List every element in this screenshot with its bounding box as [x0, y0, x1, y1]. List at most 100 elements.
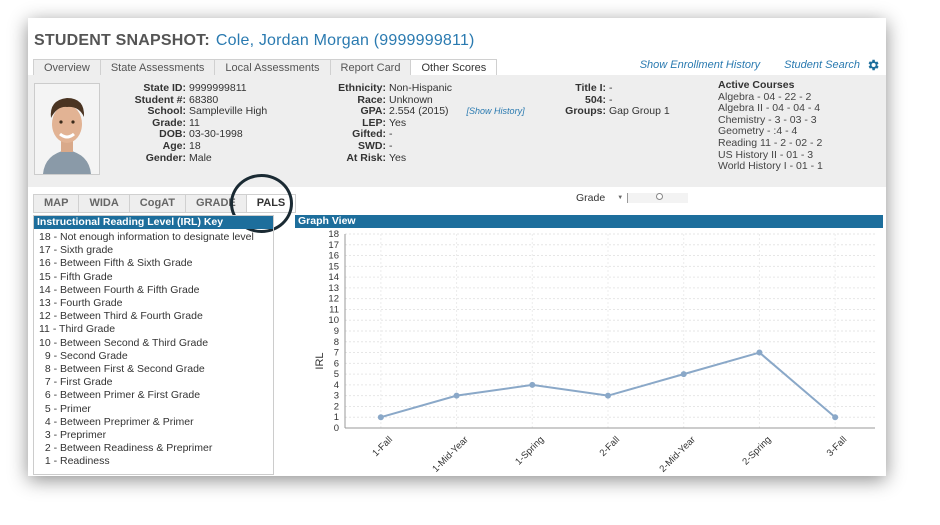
demo-label: Ethnicity: [338, 82, 386, 94]
detail-row: Age: 18 [108, 139, 267, 153]
y-tick-label: 17 [328, 240, 339, 251]
subtab-map[interactable]: MAP [33, 194, 80, 213]
demo-value: Yes [389, 116, 407, 129]
demo-row: SWD: - [328, 140, 525, 153]
demo-value: Non-Hispanic [389, 82, 453, 94]
y-tick-label: 3 [334, 391, 339, 402]
program-value: - [609, 93, 613, 106]
student-details: State ID: 9999999811 Student #: 68380 Scho… [108, 82, 268, 165]
course-item: Chemistry - 3 - 03 - 3 [718, 113, 817, 126]
x-tick-label: 2-Fall [598, 434, 623, 459]
slider-handle[interactable] [656, 193, 664, 200]
irl-key-item: 9 - Second Grade [39, 349, 128, 362]
active-courses-heading: Active Courses [718, 79, 795, 91]
page-title-label: STUDENT SNAPSHOT: [34, 32, 210, 49]
irl-key-item: 18 - Not enough information to designate… [39, 231, 254, 243]
detail-row: DOB: 03-30-1998 [108, 129, 267, 141]
course-item: Algebra II - 04 - 04 - 4 [718, 102, 821, 115]
demo-row: LEP: Yes [328, 116, 525, 130]
irl-key-panel: Instructional Reading Level (IRL) Key 18… [33, 215, 274, 475]
program-label: Groups: [565, 105, 606, 118]
show-enrollment-history-link[interactable]: Show Enrollment History [639, 59, 761, 71]
subtab-wida[interactable]: WIDA [78, 194, 130, 213]
irl-key-item: 12 - Between Third & Fourth Grade [39, 310, 203, 323]
irl-key-item: 13 - Fourth Grade [39, 297, 123, 310]
y-tick-label: 8 [334, 337, 339, 348]
top-links: Show Enrollment History Student Search [616, 58, 880, 72]
program-value: - [609, 82, 613, 94]
irl-key-item: 6 - Between Primer & First Grade [39, 389, 201, 402]
demographics: Ethnicity: Non-Hispanic Race: Unknown GPA:… [328, 82, 525, 165]
tab-report-card[interactable]: Report Card [329, 59, 412, 77]
show-history-link[interactable]: [Show History] [466, 106, 525, 117]
irl-key-item: 3 - Preprimer [39, 429, 107, 442]
x-tick-label: 2-Mid-Year [657, 434, 697, 474]
y-tick-label: 12 [328, 294, 339, 305]
irl-data-point [605, 392, 611, 399]
irl-key-item: 5 - Primer [39, 402, 91, 415]
gear-icon[interactable] [866, 58, 880, 72]
detail-row: Gender: Male [108, 151, 267, 165]
grade-filter[interactable]: Grade ▼ [576, 192, 689, 204]
irl-data-point [529, 381, 536, 388]
y-tick-label: 13 [328, 283, 339, 294]
irl-key-item: 14 - Between Fourth & Fifth Grade [39, 283, 200, 296]
program-label: Title I: [575, 82, 606, 94]
demo-label: GPA: [360, 105, 386, 118]
y-tick-label: 11 [329, 304, 339, 315]
y-tick-label: 4 [334, 380, 339, 391]
irl-key-item: 16 - Between Fifth & Sixth Grade [39, 257, 193, 270]
irl-key-item: 17 - Sixth grade [39, 244, 114, 257]
dropdown-arrow-icon[interactable]: ▼ [617, 195, 624, 201]
detail-value: 18 [189, 139, 201, 152]
irl-key-item: 4 - Between Preprimer & Primer [39, 415, 194, 428]
detail-label: Gender: [145, 151, 186, 164]
irl-key-item: 2 - Between Readiness & Preprimer [39, 442, 213, 455]
y-tick-label: 2 [334, 401, 339, 412]
detail-row: Grade: 11 [108, 117, 267, 130]
detail-row: Student #: 68380 [108, 93, 267, 107]
x-tick-label: 1-Mid-Year [430, 434, 470, 474]
irl-key-list: 18 - Not enough information to designate… [34, 229, 273, 469]
student-snapshot-window: STUDENT SNAPSHOT: Cole, Jordan Morgan (99… [28, 18, 886, 476]
y-tick-label: 18 [328, 229, 339, 240]
grade-slider[interactable] [627, 193, 689, 203]
detail-value: Male [189, 151, 212, 164]
course-item: Algebra - 04 - 22 - 2 [718, 90, 812, 103]
x-tick-label: 2-Spring [740, 434, 773, 467]
demo-value: Yes [389, 151, 407, 164]
detail-label: School: [147, 105, 187, 118]
course-item: World History I - 01 - 1 [718, 160, 823, 173]
course-item: Geometry - :4 - 4 [718, 125, 798, 138]
tab-state-assessments[interactable]: State Assessments [99, 59, 216, 77]
demo-label: Gifted: [352, 128, 386, 141]
y-tick-label: 16 [328, 251, 339, 262]
tab-local-assessments[interactable]: Local Assessments [214, 59, 331, 77]
detail-row: School: Sampleville High [108, 105, 268, 118]
irl-key-item: 10 - Between Second & Third Grade [39, 336, 209, 349]
detail-label: DOB: [159, 128, 186, 141]
demo-label: LEP: [362, 116, 386, 129]
detail-value: 68380 [189, 93, 219, 106]
grade-filter-label: Grade [576, 192, 606, 204]
page-title: STUDENT SNAPSHOT: Cole, Jordan Morgan (99… [34, 32, 475, 50]
x-tick-label: 3-Fall [825, 434, 850, 459]
irl-key-item: 8 - Between First & Second Grade [39, 363, 205, 376]
detail-label: Student #: [134, 93, 186, 106]
demo-row: Gifted: - [328, 129, 525, 141]
student-info-bar: State ID: 9999999811 Student #: 68380 Scho… [28, 75, 886, 187]
demo-value: - [389, 128, 393, 141]
irl-data-point [377, 414, 384, 421]
detail-label: State ID: [143, 82, 186, 94]
demo-row: At Risk: Yes [328, 151, 525, 165]
student-search-link[interactable]: Student Search [784, 59, 860, 71]
main-tabs: Overview State Assessments Local Assessm… [33, 59, 498, 77]
irl-key-item: 15 - Fifth Grade [39, 270, 113, 283]
subtab-cogat[interactable]: CogAT [128, 194, 187, 213]
tab-overview[interactable]: Overview [33, 59, 101, 77]
program-row: 504: - [558, 93, 670, 107]
demo-row: Ethnicity: Non-Hispanic [328, 82, 525, 95]
irl-key-item: 7 - First Grade [39, 376, 113, 389]
tab-other-scores[interactable]: Other Scores [410, 59, 498, 77]
